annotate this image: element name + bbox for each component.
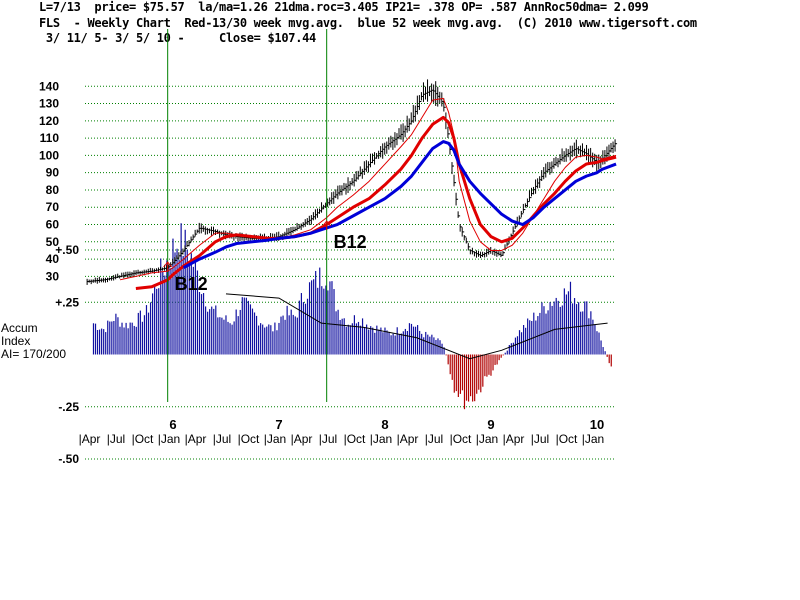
- x-month-label: |Oct: [450, 432, 472, 446]
- x-month-label: |Oct: [556, 432, 578, 446]
- price-tick-label: 70: [46, 200, 60, 214]
- x-month-label: |Jul: [213, 432, 231, 446]
- price-bars: [86, 79, 618, 285]
- price-tick-label: 140: [39, 79, 59, 93]
- x-month-label: |Apr: [397, 432, 419, 446]
- x-year-label: 6: [169, 417, 176, 432]
- x-month-label: |Jul: [425, 432, 443, 446]
- price-tick-label: 120: [39, 114, 59, 128]
- signal-markers: B12 B12: [163, 29, 367, 402]
- ai-score: AI= 170/200: [1, 347, 67, 361]
- price-tick-label: 30: [46, 269, 60, 283]
- x-year-label: 10: [590, 417, 604, 432]
- x-year-label: 9: [487, 417, 494, 432]
- moving-averages: [119, 97, 617, 290]
- x-month-label: |Apr: [185, 432, 207, 446]
- signal-arrow-head: [163, 261, 173, 268]
- ma-line-13wk: [119, 97, 617, 281]
- x-month-label: |Jan: [582, 432, 604, 446]
- price-axis-labels: 140 130 120 110 100 90 80 70 60 50 40 30: [39, 79, 59, 283]
- signal-label: B12: [334, 232, 367, 252]
- x-year-label: 7: [275, 417, 282, 432]
- accum-index-bars: [92, 223, 612, 410]
- price-tick-label: 110: [40, 131, 60, 145]
- x-year-label: 8: [381, 417, 388, 432]
- accum-label-line-1: Accum: [1, 321, 38, 335]
- accum-axis-labels: +.50 +.25 -.25 -.50: [55, 243, 79, 466]
- accum-label-line-2: Index: [1, 334, 31, 348]
- accum-trend-polyline: [225, 293, 608, 360]
- ma-line-52wk: [182, 140, 617, 270]
- ma-line-30wk: [135, 115, 617, 290]
- accum-tick-label: -.25: [58, 400, 79, 414]
- signal-arrow-head: [322, 220, 332, 227]
- x-month-label: |Oct: [238, 432, 260, 446]
- price-tick-label: 50: [46, 235, 60, 249]
- x-month-label: |Apr: [503, 432, 525, 446]
- x-month-label: |Oct: [344, 432, 366, 446]
- header-line-2: FLS - Weekly Chart Red-13/30 week mvg.av…: [39, 16, 697, 30]
- x-month-label: |Jan: [264, 432, 286, 446]
- grid-lines: [85, 85, 615, 460]
- accum-trend-line: [225, 293, 608, 360]
- x-month-label: |Oct: [132, 432, 154, 446]
- x-month-label: |Jan: [158, 432, 180, 446]
- x-month-label: |Jan: [476, 432, 498, 446]
- signal-label: B12: [175, 274, 208, 294]
- x-month-label: |Jul: [107, 432, 125, 446]
- accum-tick-label: -.50: [58, 452, 79, 466]
- price-tick-label: 60: [46, 218, 60, 232]
- x-month-label: |Jul: [531, 432, 549, 446]
- x-axis: |Apr |Jul |Oct |Jan |Apr |Jul |Oct |Jan |Apr |Jul…: [79, 417, 605, 446]
- accum-tick-label: +.25: [55, 295, 79, 309]
- price-tick-label: 100: [39, 148, 59, 162]
- price-tick-label: 40: [46, 252, 60, 266]
- x-month-label: |Jul: [319, 432, 337, 446]
- price-tick-label: 130: [39, 97, 59, 111]
- header-line-1: L=7/13 price= $75.57 la/ma=1.26 21dma.ro…: [39, 0, 649, 14]
- x-month-label: |Apr: [291, 432, 313, 446]
- price-tick-label: 90: [46, 166, 60, 180]
- x-month-label: |Apr: [79, 432, 101, 446]
- accum-tick-label: +.50: [55, 243, 79, 257]
- x-month-label: |Jan: [370, 432, 392, 446]
- accum-index-label: Accum Index AI= 170/200: [1, 322, 66, 361]
- price-tick-label: 80: [46, 183, 60, 197]
